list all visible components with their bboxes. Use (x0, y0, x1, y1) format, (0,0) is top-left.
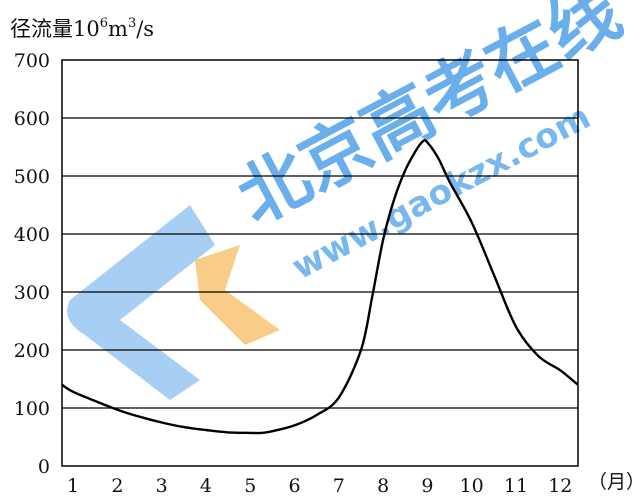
x-tick-label: 4 (200, 475, 212, 497)
y-axis-label-main: 径流量10 (10, 17, 100, 41)
watermark-g-shape (67, 205, 216, 400)
y-tick-label: 300 (14, 282, 50, 304)
y-tick-label: 200 (14, 340, 50, 362)
series-group (61, 139, 579, 435)
x-tick-label: 11 (504, 475, 528, 497)
gridlines (62, 117, 578, 409)
x-tick-label: 7 (333, 475, 345, 497)
x-tick-label: 2 (111, 475, 123, 497)
y-axis-label-unit-tail: /s (136, 17, 154, 41)
x-tick-label: 10 (460, 475, 484, 497)
y-tick-label: 400 (14, 224, 50, 246)
y-axis-label: 径流量106m3/s (10, 16, 154, 41)
y-tick-labels: 0 100 200 300 400 500 600 700 (14, 50, 50, 478)
x-tick-labels: 1 2 3 4 5 6 7 8 9 10 11 12 (67, 475, 572, 497)
y-axis-label-exp: 6 (100, 16, 108, 31)
y-tick-label: 0 (38, 456, 50, 478)
y-axis-label-unit-exp: 3 (128, 16, 136, 31)
y-axis-label-unit-base: m (108, 17, 128, 41)
x-tick-label: 3 (156, 475, 168, 497)
y-tick-label: 600 (14, 108, 50, 130)
x-tick-label: 9 (421, 475, 433, 497)
y-tick-label: 700 (14, 50, 50, 72)
watermark-k-shape (195, 245, 280, 345)
x-tick-label: 12 (548, 475, 572, 497)
x-tick-label: 5 (244, 475, 256, 497)
y-tick-label: 500 (14, 166, 50, 188)
x-tick-label: 6 (288, 475, 300, 497)
x-axis-label: （月） (588, 471, 642, 493)
plot-frame (61, 59, 579, 467)
series-line-0 (61, 139, 579, 435)
y-tick-label: 100 (14, 398, 50, 420)
x-tick-label: 1 (67, 475, 79, 497)
x-tick-label: 8 (377, 475, 389, 497)
